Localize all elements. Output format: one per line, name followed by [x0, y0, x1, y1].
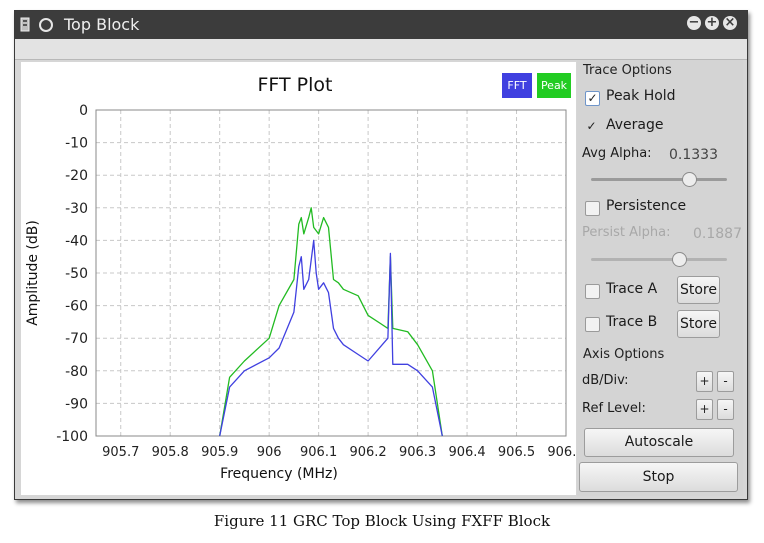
- y-tick-label: -50: [65, 266, 88, 282]
- trace-a-label: Trace A: [606, 281, 658, 297]
- app-icon: [20, 17, 30, 32]
- y-tick-label: 0: [79, 103, 88, 119]
- db-div-label: dB/Div:: [582, 373, 629, 388]
- x-tick-label: 905.8: [152, 445, 189, 460]
- window-title: Top Block: [64, 15, 140, 34]
- peak-hold-checkbox[interactable]: ✓: [585, 91, 600, 106]
- fft-plot-panel[interactable]: FFT Plot FFT Peak 0 -10 -20 -30 -40 -50 -60 -70…: [21, 62, 585, 495]
- plot-title: FFT Plot: [258, 74, 333, 96]
- y-tick-label: -80: [65, 364, 88, 380]
- x-axis-label: Frequency (MHz): [220, 466, 338, 482]
- ref-level-increase-button[interactable]: +: [696, 399, 713, 420]
- ref-level-label: Ref Level:: [582, 401, 646, 416]
- plot-grid: [96, 109, 567, 437]
- x-tick-label: 905.7: [102, 445, 139, 460]
- app-window: Top Block − + × FFT Plot FFT Peak 0 -10 -2…: [14, 10, 748, 500]
- trace-b-checkbox[interactable]: [585, 317, 600, 332]
- avg-alpha-label: Avg Alpha:: [582, 146, 652, 161]
- title-bar[interactable]: Top Block − + ×: [15, 11, 747, 39]
- x-tick-label: 906.4: [448, 445, 485, 460]
- y-tick-label: -70: [65, 331, 88, 347]
- y-axis-ticks: 0 -10 -20 -30 -40 -50 -60 -70 -80 -90 -100: [56, 103, 88, 445]
- y-tick-label: -40: [65, 233, 88, 249]
- x-tick-label: 906.3: [399, 445, 436, 460]
- y-tick-label: -60: [65, 299, 88, 315]
- window-menu-icon[interactable]: [39, 18, 53, 32]
- plot-legend: FFT Peak: [502, 73, 571, 98]
- menu-bar: [15, 39, 747, 60]
- series-line-peak: [219, 207, 443, 437]
- plot-series: [219, 207, 443, 437]
- persistence-label: Persistence: [606, 198, 687, 214]
- figure-caption: Figure 11 GRC Top Block Using FXFF Block: [213, 512, 551, 530]
- y-tick-label: -100: [56, 429, 88, 445]
- x-tick-label: 906: [257, 445, 282, 460]
- maximize-button[interactable]: +: [705, 15, 719, 30]
- average-checkbox[interactable]: ✓: [586, 119, 597, 133]
- persist-alpha-value: 0.1887: [693, 226, 742, 242]
- fft-plot-chart[interactable]: FFT Plot FFT Peak 0 -10 -20 -30 -40 -50 -60 -70…: [21, 62, 585, 495]
- x-tick-label: 906.2: [349, 445, 386, 460]
- avg-alpha-slider[interactable]: [591, 178, 727, 181]
- avg-alpha-slider-handle[interactable]: [681, 172, 697, 187]
- avg-alpha-value: 0.1333: [669, 147, 718, 163]
- legend-peak-swatch: [537, 73, 571, 98]
- persist-alpha-label: Persist Alpha:: [582, 225, 671, 240]
- legend-fft-label: FFT: [507, 79, 526, 92]
- y-tick-label: -10: [65, 136, 88, 152]
- trace-a-checkbox[interactable]: [585, 284, 600, 299]
- x-tick-label: 905.9: [201, 445, 238, 460]
- persist-alpha-slider[interactable]: [591, 258, 727, 261]
- trace-b-store-button[interactable]: Store: [677, 310, 720, 338]
- y-tick-label: -90: [65, 396, 88, 412]
- y-tick-label: -20: [65, 168, 88, 184]
- x-tick-label: 906.6: [547, 445, 576, 460]
- close-button[interactable]: ×: [723, 15, 737, 30]
- persist-alpha-slider-handle[interactable]: [672, 252, 688, 267]
- trace-b-label: Trace B: [606, 314, 658, 330]
- series-line-fft: [219, 239, 443, 437]
- plot-frame: [95, 109, 567, 437]
- peak-hold-label: Peak Hold: [606, 88, 676, 104]
- average-label: Average: [606, 117, 664, 133]
- axis-options-header: Axis Options: [583, 347, 665, 362]
- x-axis-ticks: 905.7 905.8 905.9 906 906.1 906.2 906.3 906.4 90…: [102, 445, 584, 460]
- autoscale-button[interactable]: Autoscale: [584, 428, 734, 457]
- ref-level-decrease-button[interactable]: -: [717, 399, 734, 420]
- trace-options-header: Trace Options: [583, 63, 672, 78]
- db-div-increase-button[interactable]: +: [696, 371, 713, 392]
- trace-a-store-button[interactable]: Store: [677, 276, 720, 304]
- x-tick-label: 906.5: [498, 445, 535, 460]
- db-div-decrease-button[interactable]: -: [717, 371, 734, 392]
- control-sidebar: Trace Options ✓ Peak Hold ✓ Average Avg …: [577, 60, 743, 496]
- stop-button[interactable]: Stop: [579, 462, 738, 492]
- y-axis-label: Amplitude (dB): [25, 220, 41, 326]
- y-tick-label: -30: [65, 201, 88, 217]
- x-tick-label: 906.1: [300, 445, 337, 460]
- legend-peak-label: Peak: [541, 79, 568, 92]
- legend-fft-swatch: [502, 73, 532, 98]
- persistence-checkbox[interactable]: [585, 201, 600, 216]
- minimize-button[interactable]: −: [687, 15, 701, 30]
